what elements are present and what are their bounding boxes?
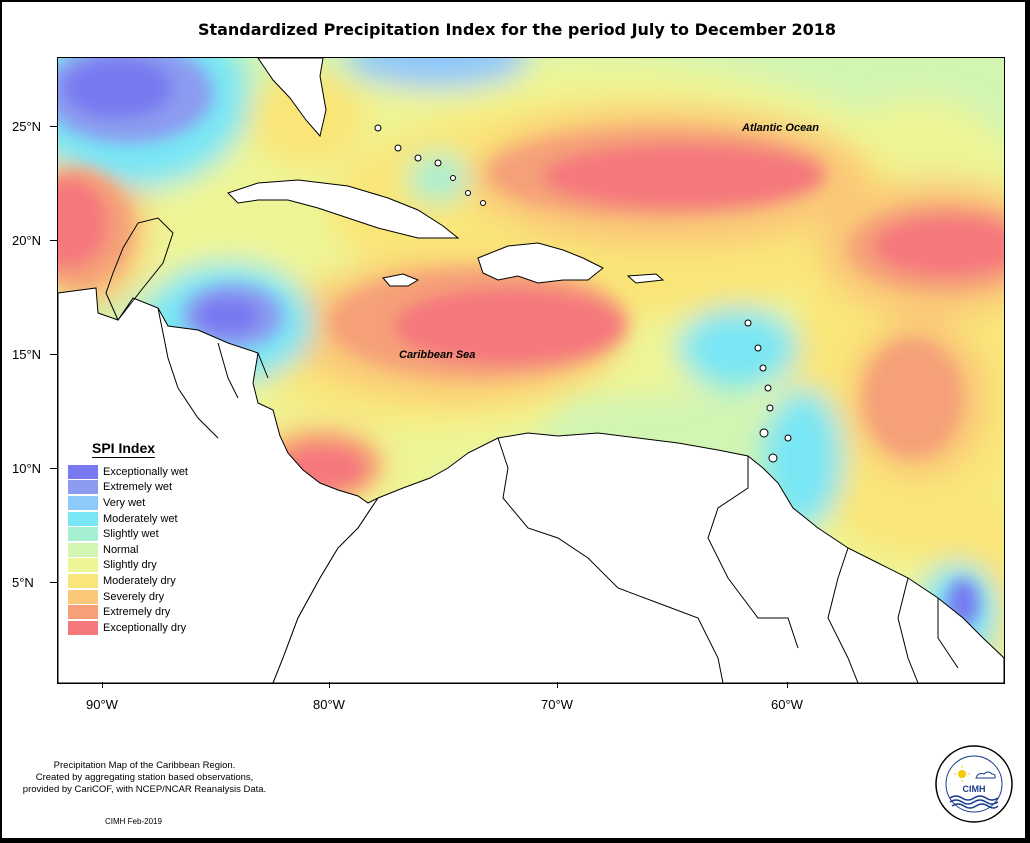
lon-label-90: 90°W bbox=[86, 697, 118, 712]
legend-label: Slightly dry bbox=[103, 559, 157, 572]
legend-swatch bbox=[68, 542, 98, 557]
cimh-logo-icon: CIMH bbox=[935, 745, 1013, 823]
legend-swatch bbox=[68, 573, 98, 588]
legend-swatch bbox=[68, 527, 98, 542]
legend-item: Exceptionally wet bbox=[68, 464, 188, 480]
legend-label: Moderately dry bbox=[103, 574, 176, 587]
lat-tick-15 bbox=[50, 354, 57, 355]
lat-label-20: 20°N bbox=[12, 233, 42, 248]
legend-item: Moderately dry bbox=[68, 573, 188, 589]
map-title: Standardized Precipitation Index for the… bbox=[197, 20, 837, 39]
legend-label: Exceptionally wet bbox=[103, 465, 188, 478]
legend-item: Extremely dry bbox=[68, 604, 188, 620]
legend-swatch bbox=[68, 589, 98, 604]
legend-item: Very wet bbox=[68, 495, 188, 511]
lat-tick-10 bbox=[50, 468, 57, 469]
lon-label-60: 60°W bbox=[771, 697, 803, 712]
atlantic-ocean-label: Atlantic Ocean bbox=[742, 122, 820, 134]
legend-item: Severely dry bbox=[68, 589, 188, 605]
spi-map bbox=[57, 57, 1005, 684]
lon-tick-80 bbox=[329, 682, 330, 688]
lat-label-15: 15°N bbox=[12, 347, 42, 362]
legend-swatch bbox=[68, 558, 98, 573]
footer-line-3: provided by CariCOF, with NCEP/NCAR Rean… bbox=[22, 784, 267, 795]
spi-map-canvas bbox=[58, 58, 1004, 683]
legend-label: Extremely dry bbox=[103, 606, 171, 619]
lon-tick-90 bbox=[102, 682, 103, 688]
legend-swatch bbox=[68, 464, 98, 479]
lat-tick-20 bbox=[50, 240, 57, 241]
footer-line-2: Created by aggregating station based obs… bbox=[35, 772, 254, 783]
legend-title: SPI Index bbox=[92, 440, 156, 458]
legend-item: Normal bbox=[68, 542, 188, 558]
legend-swatch bbox=[68, 511, 98, 526]
footer-note: Precipitation Map of the Caribbean Regio… bbox=[12, 760, 277, 796]
lon-tick-60 bbox=[787, 682, 788, 688]
footer-line-1: Precipitation Map of the Caribbean Regio… bbox=[53, 760, 236, 771]
legend-label: Severely dry bbox=[103, 590, 165, 603]
legend-label: Moderately wet bbox=[103, 512, 178, 525]
cimh-logo: CIMH bbox=[934, 744, 1014, 824]
lon-label-70: 70°W bbox=[541, 697, 573, 712]
legend-item: Slightly wet bbox=[68, 526, 188, 542]
legend-label: Extremely wet bbox=[103, 481, 173, 494]
legend-label: Very wet bbox=[103, 496, 146, 509]
caribbean-sea-label: Caribbean Sea bbox=[399, 349, 476, 361]
lon-label-80: 80°W bbox=[313, 697, 345, 712]
legend-swatch bbox=[68, 480, 98, 495]
legend-item: Slightly dry bbox=[68, 558, 188, 574]
legend-label: Exceptionally dry bbox=[103, 621, 187, 634]
legend-label: Normal bbox=[103, 543, 139, 556]
legend-swatch bbox=[68, 495, 98, 510]
legend-swatch bbox=[68, 620, 98, 635]
lat-label-25: 25°N bbox=[12, 119, 42, 134]
legend-label: Slightly wet bbox=[103, 528, 159, 541]
legend-item: Exceptionally dry bbox=[68, 620, 188, 636]
legend-items: Exceptionally wet Extremely wet Very wet Mo… bbox=[68, 464, 188, 636]
lat-tick-25 bbox=[50, 126, 57, 127]
legend-item: Extremely wet bbox=[68, 480, 188, 496]
legend-item: Moderately wet bbox=[68, 511, 188, 527]
lat-tick-5 bbox=[50, 582, 57, 583]
spi-legend: SPI Index Exceptionally wet Extremely wet… bbox=[68, 440, 188, 636]
lat-label-5: 5°N bbox=[12, 575, 34, 590]
date-stamp: CIMH Feb-2019 bbox=[105, 817, 162, 826]
lon-tick-70 bbox=[557, 682, 558, 688]
lat-label-10: 10°N bbox=[12, 461, 42, 476]
legend-swatch bbox=[68, 605, 98, 620]
logo-text: CIMH bbox=[963, 784, 986, 794]
